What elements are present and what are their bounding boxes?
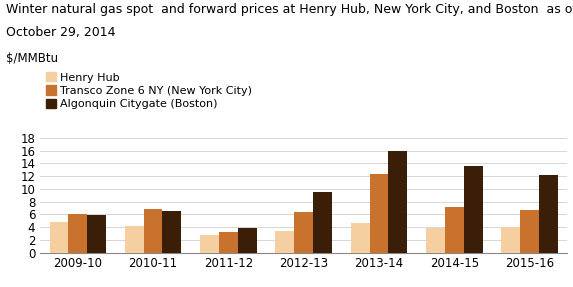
Bar [87, 215, 106, 253]
Bar [501, 227, 520, 253]
Legend: Henry Hub, Transco Zone 6 NY (New York City), Algonquin Citygate (Boston): Henry Hub, Transco Zone 6 NY (New York C… [46, 72, 252, 109]
Bar [219, 232, 238, 253]
Bar [144, 209, 163, 253]
Bar [125, 226, 144, 253]
Bar [539, 175, 558, 253]
Bar [388, 150, 407, 253]
Bar [426, 228, 445, 253]
Bar [200, 235, 219, 253]
Bar [370, 174, 388, 253]
Bar [464, 166, 482, 253]
Bar [445, 207, 464, 253]
Text: October 29, 2014: October 29, 2014 [6, 26, 115, 39]
Text: Winter natural gas spot  and forward prices at Henry Hub, New York City, and Bos: Winter natural gas spot and forward pric… [6, 3, 573, 16]
Bar [49, 222, 68, 253]
Bar [163, 211, 181, 253]
Text: $/MMBtu: $/MMBtu [6, 52, 58, 65]
Bar [295, 212, 313, 253]
Bar [520, 210, 539, 253]
Bar [238, 228, 257, 253]
Bar [351, 223, 370, 253]
Bar [313, 192, 332, 253]
Bar [276, 231, 295, 253]
Bar [68, 214, 87, 253]
